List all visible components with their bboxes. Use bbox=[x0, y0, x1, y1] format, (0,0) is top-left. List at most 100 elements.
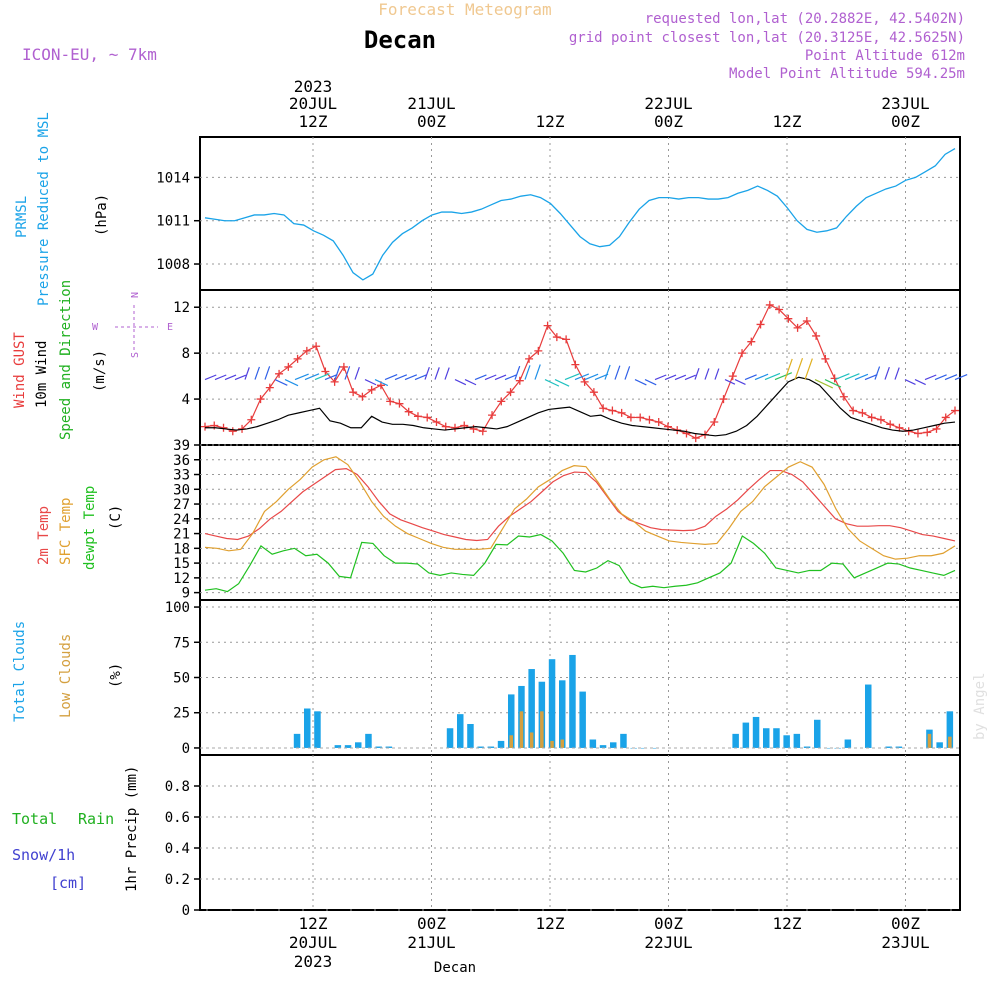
top-hour-label: 00Z bbox=[891, 112, 920, 131]
top-hour-label: 00Z bbox=[417, 112, 446, 131]
total-cloud-bar bbox=[559, 680, 566, 748]
y-tick-label: 39 bbox=[173, 438, 190, 454]
y-tick-label: 0.6 bbox=[165, 810, 190, 826]
wind-arrow bbox=[574, 373, 590, 381]
y-tick-label: 33 bbox=[173, 468, 190, 484]
total-cloud-bar bbox=[793, 733, 801, 748]
wind-arrow bbox=[524, 365, 531, 380]
gust-marker bbox=[432, 418, 441, 427]
wind-arrow bbox=[584, 373, 599, 381]
total-cloud-bar bbox=[803, 746, 811, 748]
top-date-label: 23JUL bbox=[881, 94, 929, 113]
gust-marker bbox=[941, 413, 950, 422]
precip-rain-label: Rain bbox=[78, 810, 114, 828]
pressure-unit: (hPa) bbox=[94, 194, 110, 236]
compass-e: E bbox=[167, 322, 173, 333]
wind-arrow bbox=[424, 366, 430, 380]
wind-arrow bbox=[514, 365, 521, 380]
wind-arrow bbox=[904, 379, 916, 386]
wind-arrow bbox=[474, 374, 487, 381]
gust-marker bbox=[302, 346, 311, 355]
forecast-meteogram-title: Forecast Meteogram bbox=[378, 0, 551, 19]
y-tick-label: 1014 bbox=[156, 170, 190, 186]
wind-arrow bbox=[434, 367, 440, 380]
total-cloud-bar bbox=[457, 714, 464, 748]
total-cloud-bar bbox=[355, 742, 362, 748]
gust-marker bbox=[339, 362, 348, 371]
total-cloud-bar bbox=[620, 733, 627, 748]
gust-marker bbox=[275, 369, 284, 378]
y-tick-label: 0.8 bbox=[165, 779, 190, 795]
total-cloud-bar bbox=[365, 733, 372, 748]
y-tick-label: 12 bbox=[173, 571, 190, 587]
top-hour-label: 12Z bbox=[299, 112, 328, 131]
wind-arrow bbox=[244, 367, 250, 380]
bottom-date-label: 20JUL bbox=[289, 933, 337, 952]
gust-marker bbox=[719, 395, 728, 404]
y-tick-label: 0.2 bbox=[165, 872, 190, 888]
y-tick-label: 30 bbox=[173, 482, 190, 498]
total-cloud-bar bbox=[589, 739, 597, 748]
clouds-unit: (%) bbox=[108, 663, 124, 688]
temp-line-1 bbox=[204, 456, 956, 560]
gust-marker bbox=[886, 420, 895, 429]
low-cloud-bar bbox=[519, 711, 524, 748]
gust-marker bbox=[626, 413, 635, 422]
bottom-hour-label: 12Z bbox=[536, 914, 565, 933]
total-cloud-bar bbox=[783, 735, 790, 748]
temp-dewpt-label: dewpt Temp bbox=[82, 486, 98, 570]
gust-marker bbox=[562, 335, 571, 344]
bottom-year-label: 2023 bbox=[294, 952, 333, 971]
wind-arrow bbox=[444, 367, 450, 380]
panel-precipitation: 0 0.2 0.4 0.6 0.8 bbox=[165, 754, 961, 919]
wind-arrow bbox=[364, 379, 377, 386]
wind10-line bbox=[205, 376, 956, 437]
top-date-label: 20JUL bbox=[289, 94, 337, 113]
wind-arrow bbox=[634, 379, 647, 386]
wind-arrow bbox=[644, 379, 657, 386]
temp-2m-label: 2m Temp bbox=[36, 506, 52, 565]
temp-sfc-label: SFC Temp bbox=[58, 498, 74, 565]
compass-rose: N S W E bbox=[92, 292, 173, 358]
bottom-hour-label: 00Z bbox=[891, 914, 920, 933]
wind-arrow bbox=[354, 366, 360, 380]
wind-arrow bbox=[304, 373, 320, 381]
wind-arrow bbox=[944, 374, 958, 381]
gust-marker bbox=[784, 314, 793, 323]
total-cloud-bar bbox=[599, 745, 607, 748]
wind-gust-label: Wind GUST bbox=[12, 332, 28, 408]
panel-frame bbox=[199, 289, 961, 446]
precip-total-label: Total bbox=[12, 810, 57, 828]
top-hour-label: 12Z bbox=[536, 112, 565, 131]
model-altitude: Model Point Altitude 594.25m bbox=[729, 66, 965, 82]
low-cloud-bar bbox=[560, 739, 564, 748]
wind-arrow bbox=[774, 372, 793, 381]
total-cloud-bar bbox=[497, 740, 505, 748]
y-tick-label: 24 bbox=[173, 512, 190, 528]
gust-marker bbox=[293, 354, 302, 363]
gust-marker bbox=[876, 415, 885, 424]
total-cloud-bar bbox=[650, 747, 658, 749]
precip-unit: 1hr Precip (mm) bbox=[124, 766, 140, 892]
y-tick-label: 25 bbox=[173, 706, 190, 722]
y-tick-label: 1008 bbox=[156, 257, 190, 273]
total-clouds-label: Total Clouds bbox=[12, 621, 28, 722]
panel-frame bbox=[199, 444, 961, 601]
wind-arrow bbox=[854, 373, 869, 381]
wind-arrow bbox=[694, 367, 700, 380]
gust-marker bbox=[515, 376, 524, 385]
total-cloud-bar bbox=[773, 728, 780, 748]
wind-arrow bbox=[864, 373, 878, 381]
y-tick-label: 9 bbox=[182, 586, 190, 602]
temp-line-0 bbox=[204, 468, 956, 542]
gust-marker bbox=[386, 397, 395, 406]
wind-arrow bbox=[674, 374, 687, 381]
gust-marker bbox=[645, 415, 654, 424]
top-date-label: 21JUL bbox=[407, 94, 455, 113]
gust-marker bbox=[534, 346, 543, 355]
wind-arrow bbox=[494, 374, 507, 381]
panel-wind: 4 8 12 bbox=[173, 289, 968, 446]
wind-arrow bbox=[764, 372, 781, 381]
total-cloud-bar bbox=[446, 728, 454, 748]
